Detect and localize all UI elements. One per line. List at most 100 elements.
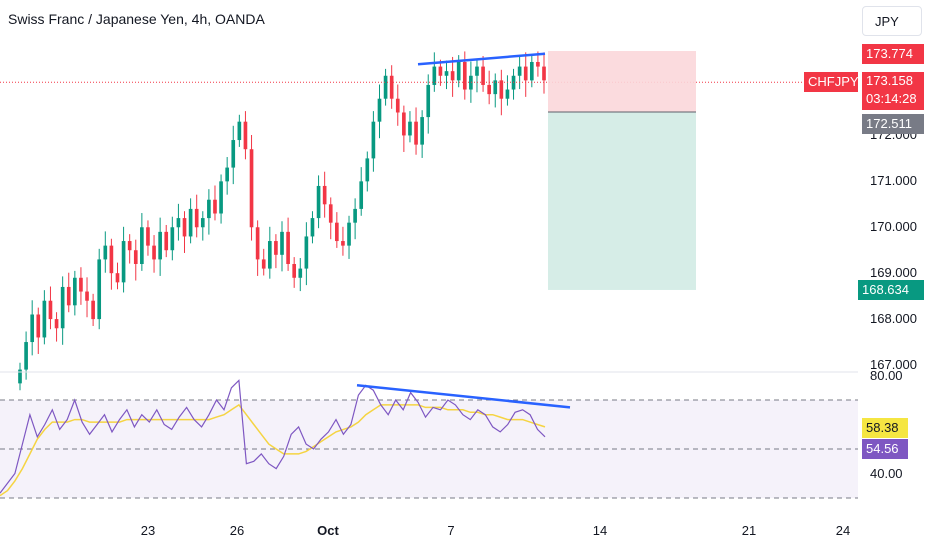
- candle-body: [523, 66, 528, 81]
- target-price-tag: 168.634: [858, 279, 924, 300]
- stop-zone: [548, 51, 696, 112]
- x-tick-label: 21: [741, 523, 757, 538]
- rsi-ma-line: [0, 403, 546, 497]
- candle-body: [231, 140, 236, 168]
- candles-layer: [18, 51, 546, 391]
- candle-body: [304, 236, 309, 269]
- candle-body: [481, 66, 485, 85]
- candle-body: [237, 121, 242, 141]
- candle-body: [499, 80, 504, 99]
- candle-body: [395, 98, 400, 113]
- candle-body: [249, 149, 254, 228]
- bar-countdown: 03:14:28: [866, 91, 917, 107]
- candle-body: [36, 314, 41, 338]
- candle-body: [127, 241, 132, 251]
- chart-title: Swiss Franc / Japanese Yen, 4h, OANDA: [8, 11, 265, 27]
- rsi-value-tag: 58.38: [862, 418, 908, 439]
- candle-body: [493, 80, 498, 95]
- candle-body: [255, 227, 260, 260]
- price-trendline: [417, 52, 546, 66]
- candle-body: [73, 277, 77, 306]
- candle-body: [207, 199, 211, 219]
- candle-body: [243, 121, 248, 150]
- candle-body: [170, 227, 175, 251]
- candle-body: [42, 300, 47, 338]
- candle-body: [146, 227, 150, 246]
- candle-body: [414, 121, 418, 145]
- entry-price-tag: 172.511: [862, 113, 924, 134]
- candle-body: [225, 167, 229, 182]
- candle-body: [322, 185, 327, 205]
- candle-body: [121, 241, 126, 283]
- candle-body: [529, 61, 534, 81]
- candle-body: [103, 245, 108, 260]
- candle-body: [420, 117, 424, 145]
- candle-body: [213, 199, 217, 214]
- candle-body: [487, 84, 491, 95]
- candle-body: [188, 208, 193, 237]
- candle-body: [24, 342, 28, 370]
- currency-button[interactable]: JPY: [862, 6, 922, 36]
- x-tick-label: 7: [447, 523, 455, 538]
- candle-body: [371, 121, 376, 159]
- candle-body: [438, 66, 443, 76]
- candle-body: [85, 291, 89, 301]
- candle-body: [353, 208, 357, 223]
- x-tick-label: 26: [229, 523, 245, 538]
- price-tick-label: 167.000: [870, 357, 917, 372]
- candle-body: [91, 300, 95, 320]
- candle-body: [60, 286, 65, 329]
- price-tick-label: 168.000: [870, 311, 917, 327]
- candle-body: [158, 231, 162, 260]
- rsi-line: [0, 379, 546, 494]
- candle-body: [140, 227, 144, 264]
- candle-body: [432, 66, 437, 85]
- candle-body: [133, 250, 138, 264]
- candle-body: [347, 222, 351, 246]
- candle-body: [341, 241, 345, 246]
- candle-body: [383, 75, 388, 99]
- price-tick-label: 169.000: [870, 265, 917, 281]
- candle-body: [109, 245, 114, 274]
- candle-body: [200, 218, 205, 228]
- price-tick-label: 170.000: [870, 219, 917, 235]
- symbol-tag: CHFJPY: [804, 72, 859, 93]
- candle-body: [475, 66, 479, 76]
- candle-body: [97, 259, 102, 320]
- candle-body: [450, 71, 455, 81]
- rsi-layer: [0, 379, 858, 499]
- candle-body: [462, 61, 467, 90]
- candle-body: [152, 245, 156, 260]
- rsi-trendline: [356, 384, 571, 409]
- candle-body: [542, 66, 546, 81]
- candle-body: [18, 369, 22, 384]
- candle-body: [115, 273, 120, 283]
- candle-body: [274, 241, 278, 255]
- candle-body: [219, 181, 223, 214]
- x-tick-label: Oct: [317, 523, 339, 538]
- candle-body: [310, 218, 315, 237]
- candle-body: [402, 112, 406, 136]
- candle-body: [444, 71, 449, 76]
- candle-body: [456, 61, 461, 81]
- rsi-tick-label: 80.00: [870, 367, 903, 383]
- candle-body: [316, 185, 321, 219]
- candle-body: [176, 218, 181, 228]
- candle-body: [182, 218, 187, 237]
- candle-body: [267, 241, 272, 269]
- candle-body: [408, 121, 412, 136]
- candle-body: [298, 268, 303, 278]
- current-price-tag: 173.158 03:14:28: [862, 72, 924, 111]
- candle-body: [280, 231, 284, 255]
- candle-body: [292, 263, 297, 278]
- price-tick-label: 171.000: [870, 173, 917, 189]
- candle-body: [505, 89, 510, 99]
- x-tick-label: 23: [140, 523, 156, 538]
- candle-body: [517, 66, 522, 76]
- candle-body: [54, 319, 59, 329]
- candle-body: [164, 231, 169, 251]
- rsi-ma-value-tag: 54.56: [862, 439, 908, 460]
- candle-body: [365, 158, 370, 182]
- candle-body: [335, 222, 339, 242]
